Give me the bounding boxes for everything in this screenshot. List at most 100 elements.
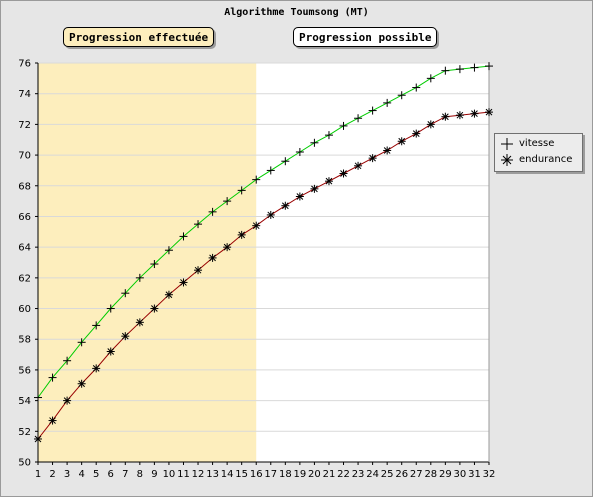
data-point-endurance [34, 434, 42, 443]
series-line-vitesse [37, 65, 490, 398]
data-point-vitesse [63, 356, 72, 365]
data-point-vitesse [92, 321, 101, 330]
data-point-endurance [383, 146, 392, 155]
data-point-endurance [295, 192, 304, 201]
data-point-endurance [48, 416, 57, 425]
data-point-endurance [77, 379, 86, 388]
y-tick-label: 54 [18, 396, 31, 407]
data-point-vitesse [354, 114, 363, 123]
data-point-vitesse [121, 289, 130, 298]
y-tick-label: 52 [18, 427, 31, 438]
x-tick-label: 14 [221, 469, 234, 480]
data-point-endurance [223, 243, 232, 252]
data-point-endurance [150, 304, 159, 313]
data-point-endurance [237, 230, 246, 239]
x-tick-label: 11 [177, 469, 190, 480]
data-point-vitesse [295, 148, 304, 157]
asterisk-marker-icon [501, 154, 513, 166]
data-point-endurance [324, 177, 333, 186]
data-point-endurance [194, 266, 203, 275]
data-point-endurance [339, 169, 348, 178]
x-tick-label: 7 [122, 469, 128, 480]
chart-title: Algorithme Toumsong (MT) [224, 7, 369, 18]
data-point-vitesse [106, 304, 115, 313]
data-point-endurance [397, 137, 406, 146]
y-tick-label: 74 [18, 89, 31, 100]
data-point-vitesse [397, 91, 406, 100]
data-point-vitesse [48, 373, 57, 382]
data-point-vitesse [77, 338, 86, 347]
x-tick-label: 20 [308, 469, 321, 480]
y-tick-label: 58 [18, 335, 31, 346]
x-tick-label: 13 [206, 469, 219, 480]
data-point-endurance [164, 290, 173, 299]
progression-possible-label: Progression possible [293, 27, 438, 47]
x-tick-label: 23 [352, 469, 365, 480]
x-tick-label: 10 [163, 469, 176, 480]
x-tick-label: 12 [192, 469, 205, 480]
data-point-endurance [441, 112, 450, 121]
x-tick-label: 9 [151, 469, 157, 480]
data-point-vitesse [266, 166, 275, 175]
x-tick-label: 4 [78, 469, 84, 480]
y-tick-label: 70 [18, 151, 31, 162]
y-tick-label: 56 [18, 365, 31, 376]
data-point-vitesse [194, 220, 203, 229]
y-tick-label: 64 [18, 243, 31, 254]
data-point-vitesse [368, 106, 377, 115]
data-point-endurance [310, 184, 319, 193]
progression-done-zone [38, 63, 257, 462]
data-point-vitesse [179, 232, 188, 241]
data-point-endurance [121, 332, 130, 341]
legend-label-vitesse: vitesse [519, 138, 555, 149]
data-point-endurance [470, 109, 479, 118]
data-point-vitesse [164, 246, 173, 255]
data-point-vitesse [412, 83, 421, 92]
data-point-vitesse [485, 62, 493, 71]
data-point-vitesse [426, 74, 435, 83]
y-tick-label: 62 [18, 273, 31, 284]
y-tick-label: 50 [18, 458, 31, 469]
data-point-vitesse [324, 131, 333, 140]
data-point-vitesse [208, 207, 217, 216]
data-point-vitesse [470, 63, 479, 72]
data-point-vitesse [252, 175, 261, 184]
y-tick-label: 76 [18, 59, 31, 70]
x-tick-label: 15 [235, 469, 248, 480]
x-tick-label: 21 [323, 469, 336, 480]
data-point-vitesse [441, 66, 450, 75]
y-tick-label: 66 [18, 212, 31, 223]
x-tick-label: 26 [395, 469, 408, 480]
x-tick-label: 24 [366, 469, 379, 480]
data-point-endurance [368, 154, 377, 163]
data-point-vitesse [310, 138, 319, 147]
data-point-endurance [135, 318, 144, 327]
data-point-endurance [281, 201, 290, 210]
data-point-vitesse [383, 98, 392, 107]
plus-marker-icon [501, 138, 513, 150]
x-tick-label: 6 [108, 469, 114, 480]
x-tick-label: 1 [35, 469, 41, 480]
data-point-endurance [179, 278, 188, 287]
data-point-vitesse [281, 157, 290, 166]
x-tick-label: 28 [424, 469, 437, 480]
legend: vitesse endurance [494, 133, 583, 172]
data-point-vitesse [34, 393, 42, 402]
data-point-endurance [106, 347, 115, 356]
x-tick-label: 29 [439, 469, 452, 480]
data-point-endurance [266, 210, 275, 219]
data-point-endurance [426, 120, 435, 129]
x-tick-label: 19 [294, 469, 307, 480]
data-point-endurance [92, 364, 101, 373]
data-point-endurance [485, 108, 493, 117]
y-tick-label: 60 [18, 304, 31, 315]
x-tick-label: 22 [337, 469, 350, 480]
legend-label-endurance: endurance [519, 154, 573, 165]
data-point-endurance [412, 129, 421, 138]
x-tick-label: 32 [483, 469, 496, 480]
data-point-vitesse [135, 273, 144, 282]
x-tick-label: 2 [49, 469, 55, 480]
data-point-vitesse [223, 197, 232, 206]
x-tick-label: 16 [250, 469, 263, 480]
x-tick-label: 17 [264, 469, 277, 480]
